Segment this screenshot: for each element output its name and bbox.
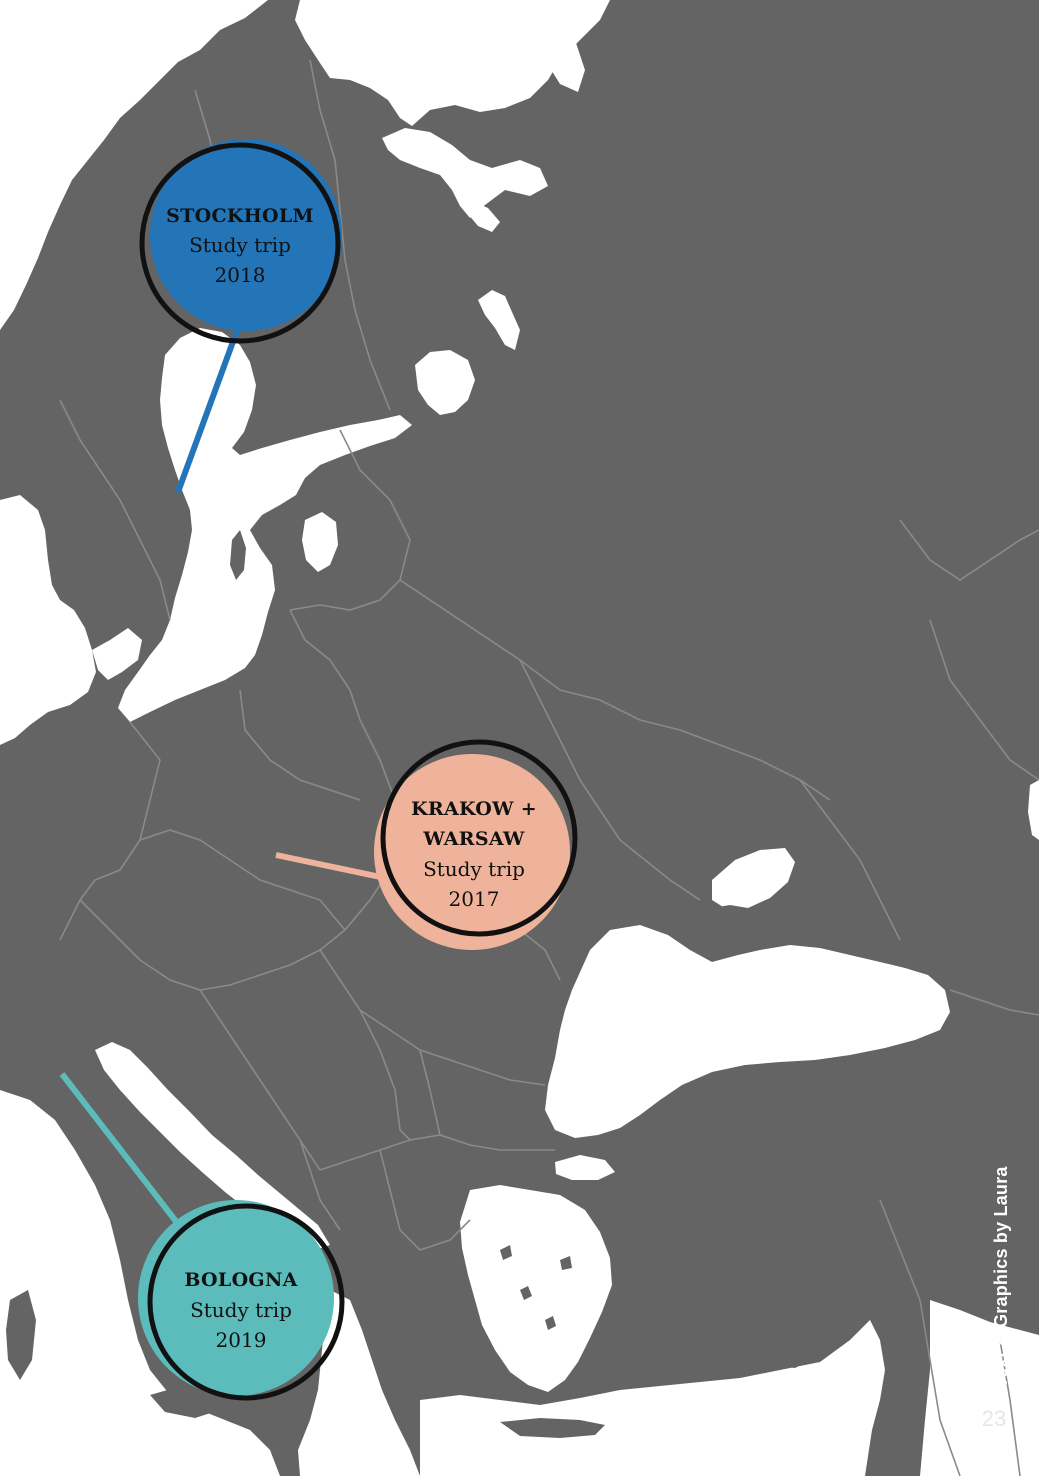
crete-island	[500, 1418, 605, 1438]
aegean-islands	[500, 1245, 572, 1330]
stockholm-year: 2018	[215, 263, 266, 287]
marker-krakow-warsaw[interactable]: KRAKOW + WARSAW Study trip 2017	[374, 739, 578, 950]
ionian-sea	[298, 1290, 420, 1476]
white-sea	[382, 128, 548, 218]
islands	[6, 530, 820, 1438]
bologna-fill	[138, 1200, 334, 1396]
page-number: 23	[981, 1406, 1007, 1431]
adriatic-sea	[95, 1042, 330, 1250]
bologna-ring	[147, 1203, 345, 1401]
krakow-fill	[374, 754, 570, 950]
sea-of-marmara	[555, 1155, 615, 1180]
credit-text: Text & Graphics by Laura	[968, 1158, 1011, 1388]
sicily-island	[150, 1385, 220, 1418]
bologna-connector	[59, 1072, 181, 1226]
atlantic-ocean	[0, 0, 268, 330]
crimea-peninsula	[700, 905, 780, 948]
eastern-mediterranean	[420, 1320, 885, 1476]
bologna-title: BOLOGNA	[184, 1269, 297, 1291]
levant-coast	[920, 1300, 1039, 1476]
stockholm-title: STOCKHOLM	[166, 205, 314, 227]
credit-label: Text & Graphics by Laura	[991, 1166, 1011, 1388]
baltic-sea	[118, 328, 412, 722]
sardinia-island	[6, 1290, 36, 1380]
krakow-ring	[380, 739, 578, 937]
marker-bologna[interactable]: BOLOGNA Study trip 2019	[138, 1200, 345, 1401]
stockholm-fill	[150, 139, 342, 331]
north-sea	[0, 495, 96, 745]
bologna-year: 2019	[216, 1328, 267, 1352]
marker-stockholm[interactable]: STOCKHOLM Study trip 2018	[139, 139, 342, 344]
krakow-title-line1: KRAKOW +	[411, 798, 537, 820]
lake-ladoga	[415, 350, 475, 415]
cyprus-island	[770, 1340, 820, 1368]
danish-straits	[92, 628, 142, 680]
krakow-connector	[275, 852, 386, 881]
stockholm-subtitle: Study trip	[189, 233, 291, 257]
gotland-island	[230, 530, 246, 580]
black-sea	[545, 925, 950, 1138]
stockholm-ring	[139, 142, 341, 344]
bologna-subtitle: Study trip	[190, 1298, 292, 1322]
krakow-subtitle: Study trip	[423, 857, 525, 881]
kara-inlet	[520, 0, 585, 92]
krakow-title-line2: WARSAW	[422, 828, 525, 850]
gulf-of-riga	[302, 512, 338, 572]
krakow-year: 2017	[449, 887, 500, 911]
lake-onega	[478, 290, 520, 350]
aegean-sea	[460, 1185, 612, 1392]
white-sea-bay	[468, 200, 500, 232]
sea-of-azov	[712, 848, 795, 910]
caspian-edge	[1028, 780, 1039, 840]
tyrrhenian-sea	[0, 1090, 280, 1476]
stockholm-connector	[175, 326, 241, 494]
